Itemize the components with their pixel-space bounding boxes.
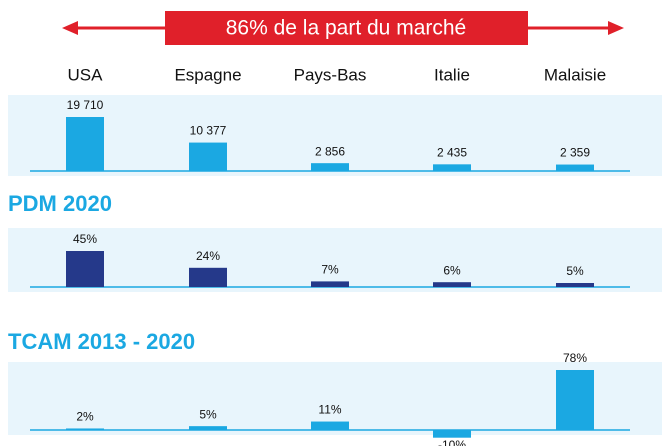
panel-title: PDM 2020 [8, 191, 112, 216]
bar [66, 428, 104, 430]
bar [311, 281, 349, 287]
value-label: 5% [199, 407, 217, 421]
bar [556, 283, 594, 287]
value-label: 5% [566, 264, 584, 278]
value-label: 2 359 [560, 146, 590, 160]
arrow-head [608, 21, 624, 35]
category-label: Espagne [174, 65, 241, 84]
bar [311, 163, 349, 171]
bar [189, 142, 227, 171]
value-label: 2% [76, 410, 94, 424]
value-label: -10% [438, 438, 466, 446]
value-label: 45% [73, 232, 97, 246]
bar [433, 164, 471, 171]
value-label: 7% [321, 263, 339, 277]
panel-title: TCAM 2013 - 2020 [8, 329, 195, 354]
category-label: Malaisie [544, 65, 606, 84]
value-label: 2 856 [315, 144, 345, 158]
value-label: 24% [196, 249, 220, 263]
bar [311, 421, 349, 430]
value-label: 11% [318, 403, 341, 417]
value-label: 19 710 [67, 98, 104, 112]
banner-text: 86% de la part du marché [226, 17, 466, 40]
bar [66, 251, 104, 287]
bar [433, 430, 471, 438]
category-label: USA [68, 65, 104, 84]
value-label: 2 435 [437, 146, 467, 160]
value-label: 78% [563, 351, 587, 365]
arrow-head [62, 21, 78, 35]
banner-box [165, 11, 528, 45]
bar [433, 282, 471, 287]
bar [189, 426, 227, 430]
bar [66, 117, 104, 171]
category-label: Pays-Bas [294, 65, 367, 84]
panel-band [8, 95, 662, 176]
panel-band [8, 228, 662, 292]
bar [556, 370, 594, 430]
bar [556, 164, 594, 171]
bar [189, 267, 227, 287]
value-label: 10 377 [190, 124, 227, 138]
category-label: Italie [434, 65, 470, 84]
value-label: 6% [443, 263, 461, 277]
